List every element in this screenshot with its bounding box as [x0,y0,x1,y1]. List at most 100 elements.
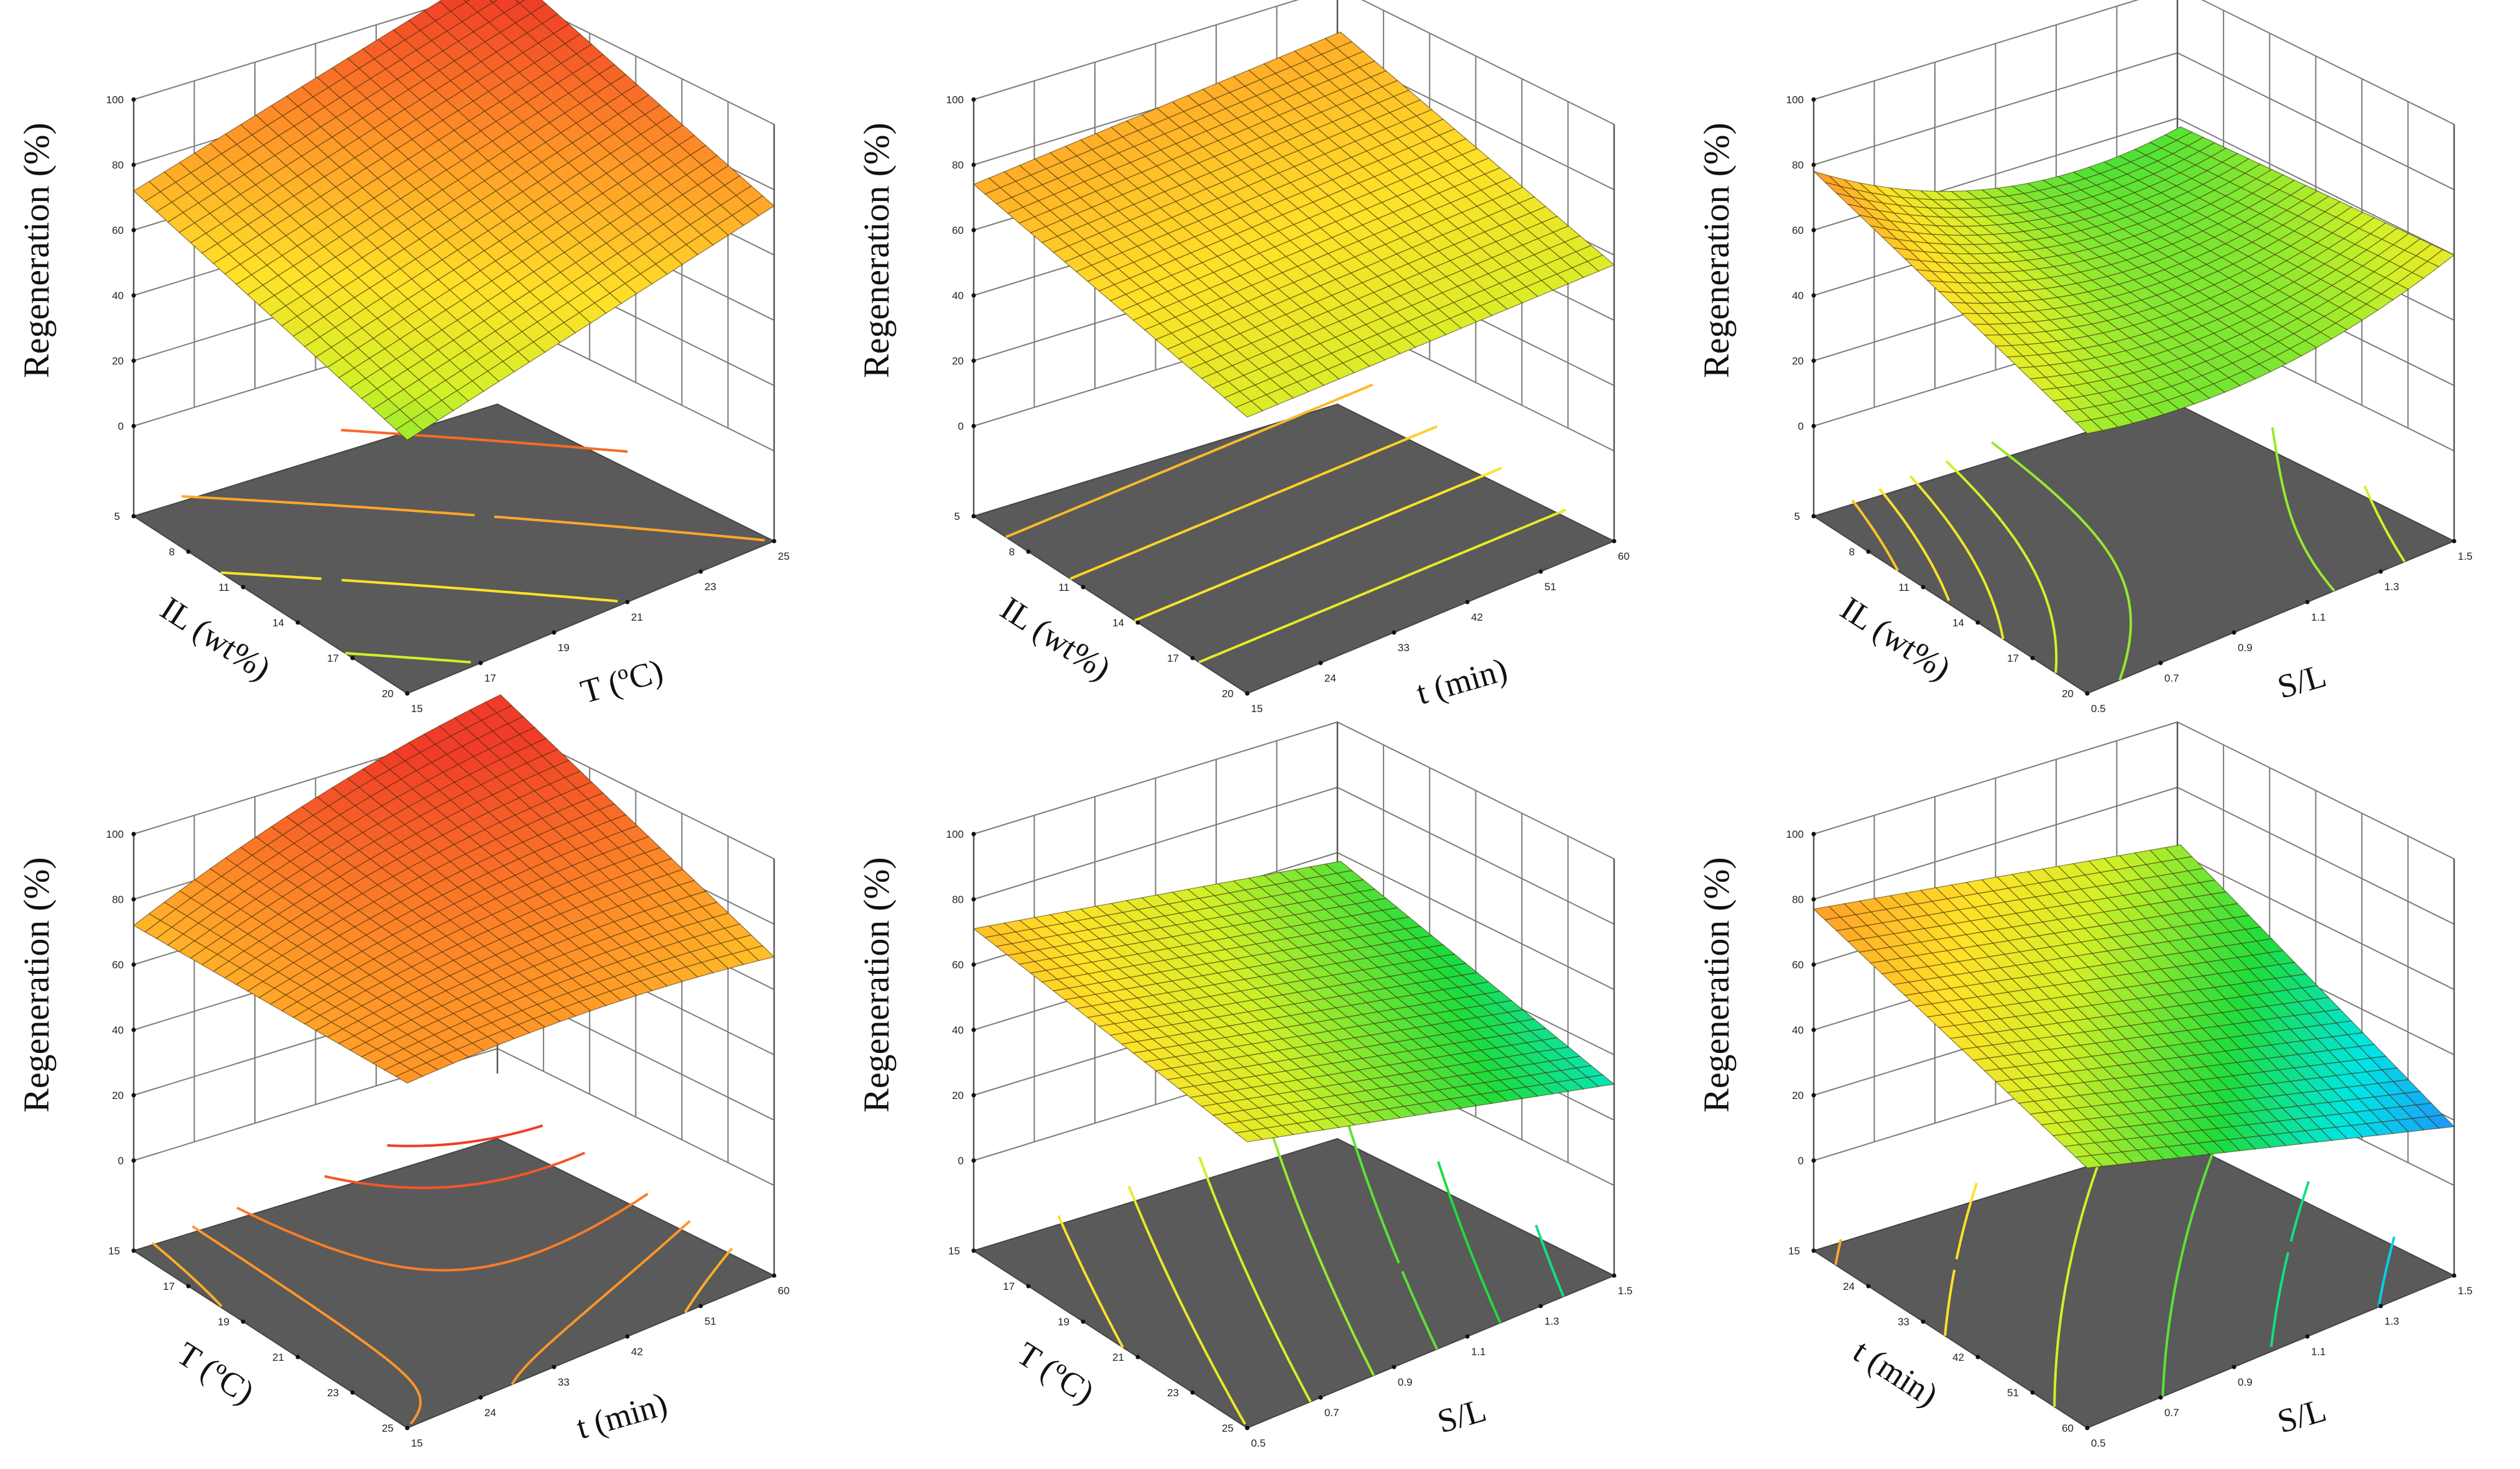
x-tick-label: 23 [1167,1387,1179,1399]
z-tick-mark [971,962,976,967]
z-tick-mark [1811,228,1816,233]
y-tick-label: 60 [778,1285,790,1297]
z-tick-mark [1811,962,1816,967]
z-tick-label: 40 [1792,290,1804,302]
grid-line [1813,721,2455,860]
contour-line [1878,488,1950,601]
z-tick-label: 100 [946,828,964,840]
y-tick-label: 21 [631,611,643,623]
y-tick-mark [2305,600,2310,605]
x-tick-label: 14 [272,617,284,629]
x-tick-mark [1190,656,1195,660]
z-tick-mark [131,228,136,233]
y-tick-mark [405,691,410,696]
x-tick-label: 11 [1898,582,1909,593]
z-tick-mark [131,424,136,429]
z-tick-mark [1811,897,1816,902]
z-tick-label: 0 [1798,420,1804,432]
z-tick-label: 0 [958,1155,964,1167]
x-tick-label: 20 [382,688,394,700]
z-tick-label: 60 [952,225,964,236]
z-tick-label: 20 [952,355,964,367]
y-tick-label: 19 [558,642,570,654]
y-tick-label: 1.1 [2311,611,2326,623]
y-tick-label: 1.1 [2311,1346,2326,1358]
surface-panel-il-time: 5 8 11 14 17 20 15 24 33 42 51 60 0 20 40 60 80 100 Regene… [840,0,1680,734]
z-tick-label: 40 [112,290,124,302]
y-tick-label: 0.7 [1324,1407,1339,1419]
y-tick-mark [1612,1273,1617,1278]
x-tick-mark [1190,1390,1195,1395]
y-tick-label: 0.9 [2238,1376,2253,1388]
x-tick-label: 25 [382,1422,394,1434]
y-axis-label: S/L [2273,657,2330,706]
chart-svg: 15 17 19 21 23 25 0.5 0.7 0.9 1.1 1.3 1.5 0 20 40 60 80 1… [856,721,1633,1449]
x-tick-label: 21 [1112,1351,1124,1363]
y-tick-mark [1318,1395,1323,1400]
x-tick-mark [1866,549,1871,554]
x-tick-mark [295,1355,300,1360]
y-tick-label: 15 [411,703,423,715]
z-tick-mark [131,358,136,363]
contour-line [344,652,471,664]
z-tick-mark [1811,358,1816,363]
z-tick-label: 80 [1792,159,1804,171]
z-tick-mark [971,97,976,102]
surface-panel-t-time: 15 17 19 21 23 25 15 24 33 42 51 60 0 20 40 60 80 100 Rege… [0,694,840,1469]
x-tick-label: 11 [218,582,229,593]
y-tick-mark [698,1304,703,1309]
y-tick-label: 0.5 [2091,703,2106,715]
x-tick-mark [350,656,355,660]
grid-line [133,0,775,125]
y-tick-mark [1538,569,1543,574]
axis-ticks: 5 8 11 14 17 20 15 17 19 21 23 25 0 20 40 60 80 100 [106,94,790,715]
contour-line [1945,460,2406,674]
x-tick-label: 19 [218,1316,229,1328]
z-tick-label: 60 [112,225,124,236]
z-tick-mark [131,293,136,298]
y-tick-label: 42 [1471,611,1483,623]
contour-line [1535,1224,1565,1297]
contour-line [1198,1156,1312,1402]
y-tick-mark [2158,660,2163,665]
y-tick-mark [478,1395,483,1400]
y-tick-label: 1.1 [1471,1346,1486,1358]
x-tick-mark [1921,585,1926,590]
y-tick-label: 17 [484,672,496,684]
contour-line [220,571,618,603]
surface-cell [1235,1130,1264,1142]
x-tick-label: 8 [1849,546,1855,558]
z-tick-mark [1811,1158,1816,1163]
z-tick-mark [131,97,136,102]
z-tick-label: 80 [112,159,124,171]
contour-line [1909,475,2005,639]
chart-svg: 15 17 19 21 23 25 15 24 33 42 51 60 0 20 40 60 80 100 Rege… [16,694,790,1449]
x-tick-label: 8 [1009,546,1015,558]
y-tick-label: 60 [1618,550,1630,562]
x-tick-label: 15 [108,1245,120,1257]
x-tick-label: 17 [2007,652,2019,664]
z-tick-mark [1811,162,1816,167]
z-tick-label: 20 [112,355,124,367]
x-tick-mark [971,514,976,519]
surface-panel-il-sl: 5 8 11 14 17 20 0.5 0.7 0.9 1.1 1.3 1.5 0 20 40 60 80 100… [1680,0,2520,734]
x-tick-mark [1135,620,1140,625]
z-tick-label: 60 [112,959,124,971]
y-tick-mark [2452,1273,2457,1278]
y-tick-mark [1392,1365,1396,1369]
z-tick-mark [131,1027,136,1032]
x-tick-label: 15 [1788,1245,1800,1257]
x-tick-label: 14 [1952,617,1964,629]
contour-line [1198,508,1567,664]
y-axis-label: t (min) [1412,651,1511,712]
x-tick-label: 17 [1003,1281,1015,1292]
z-tick-mark [131,162,136,167]
x-tick-label: 24 [1843,1281,1855,1292]
x-tick-mark [131,1248,136,1253]
y-tick-mark [772,1273,777,1278]
x-tick-label: 23 [327,1387,339,1399]
y-tick-label: 1.3 [2384,581,2399,593]
surface-cell [515,0,526,4]
y-tick-mark [552,630,556,635]
y-tick-mark [772,539,777,544]
